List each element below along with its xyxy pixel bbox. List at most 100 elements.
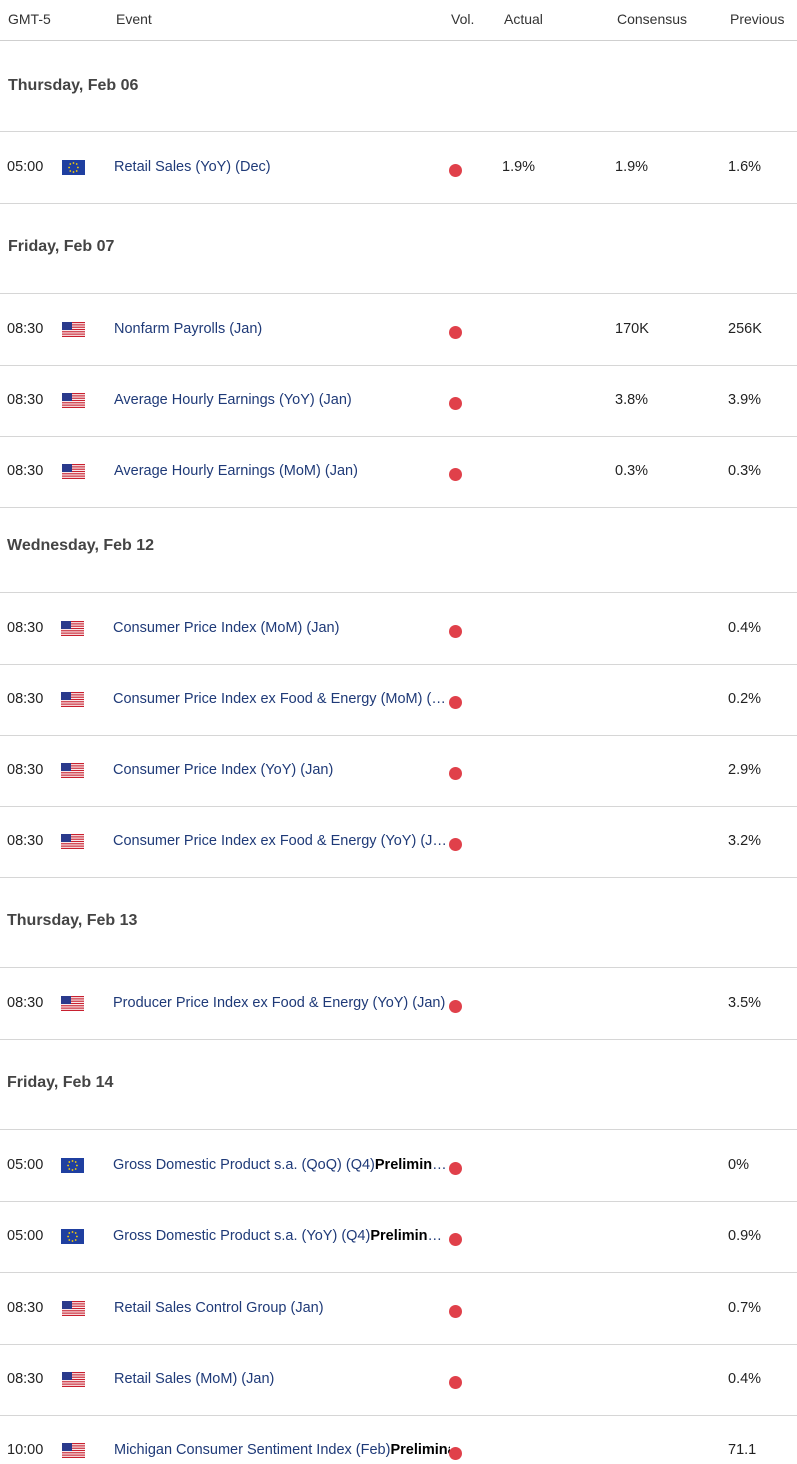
previous-value: 3.2% xyxy=(728,833,762,849)
previous-value: 0.7% xyxy=(728,1300,762,1316)
header-event: Event xyxy=(116,11,152,27)
event-time: 08:30 xyxy=(7,463,44,479)
event-name[interactable]: Consumer Price Index (YoY) (Jan) xyxy=(113,762,334,778)
high-volatility-icon xyxy=(449,397,462,410)
date-label: Thursday, Feb 13 xyxy=(7,912,138,929)
event-row[interactable]: 05:00 Gross Domestic Product s.a. (QoQ) … xyxy=(0,1130,797,1202)
event-time: 05:00 xyxy=(7,159,44,175)
header-actual: Actual xyxy=(504,11,543,27)
us-flag-icon xyxy=(61,763,84,778)
event-name[interactable]: Nonfarm Payrolls (Jan) xyxy=(114,321,263,337)
high-volatility-icon xyxy=(449,1233,462,1246)
event-name[interactable]: Michigan Consumer Sentiment Index (Feb)P… xyxy=(114,1442,450,1458)
event-row[interactable]: 05:00 Gross Domestic Product s.a. (YoY) … xyxy=(0,1201,797,1273)
event-name[interactable]: Consumer Price Index ex Food & Energy (M… xyxy=(113,691,449,707)
event-name[interactable]: Retail Sales (MoM) (Jan) xyxy=(114,1371,275,1387)
event-row[interactable]: 08:30 Consumer Price Index (MoM) (Jan) 0… xyxy=(0,593,797,665)
us-flag-icon xyxy=(61,996,84,1011)
event-name[interactable]: Retail Sales (YoY) (Dec) xyxy=(114,159,271,175)
event-time: 08:30 xyxy=(7,1371,44,1387)
event-row[interactable]: 08:30 Average Hourly Earnings (YoY) (Jan… xyxy=(0,365,797,437)
date-label: Friday, Feb 07 xyxy=(8,238,115,255)
event-row[interactable]: 08:30 Average Hourly Earnings (MoM) (Jan… xyxy=(0,436,797,508)
previous-value: 3.9% xyxy=(728,392,762,408)
eu-flag-icon xyxy=(62,160,85,175)
event-row[interactable]: 08:30 Producer Price Index ex Food & Ene… xyxy=(0,968,797,1040)
event-time: 08:30 xyxy=(7,321,44,337)
previous-value: 3.5% xyxy=(728,995,762,1011)
high-volatility-icon xyxy=(449,838,462,851)
us-flag-icon xyxy=(62,1301,85,1316)
event-time: 10:00 xyxy=(7,1442,44,1458)
header-timezone[interactable]: GMT-5 xyxy=(8,11,51,27)
us-flag-icon xyxy=(61,621,84,636)
event-row[interactable]: 08:30 Retail Sales (MoM) (Jan) 0.4% xyxy=(0,1344,797,1416)
us-flag-icon xyxy=(61,692,84,707)
us-flag-icon xyxy=(62,1372,85,1387)
date-label: Friday, Feb 14 xyxy=(7,1074,114,1091)
event-row[interactable]: 08:30 Consumer Price Index (YoY) (Jan) 2… xyxy=(0,735,797,807)
high-volatility-icon xyxy=(449,326,462,339)
date-row: Friday, Feb 07 xyxy=(0,203,797,294)
event-name[interactable]: Average Hourly Earnings (MoM) (Jan) xyxy=(114,463,358,479)
event-name[interactable]: Average Hourly Earnings (YoY) (Jan) xyxy=(114,392,352,408)
event-name[interactable]: Retail Sales Control Group (Jan) xyxy=(114,1300,324,1316)
high-volatility-icon xyxy=(449,625,462,638)
event-suffix: Preliminary xyxy=(374,1157,449,1173)
previous-value: 2.9% xyxy=(728,762,762,778)
event-time: 08:30 xyxy=(7,1300,44,1316)
event-row[interactable]: 08:30 Retail Sales Control Group (Jan) 0… xyxy=(0,1273,797,1345)
date-label: Wednesday, Feb 12 xyxy=(7,537,155,554)
event-suffix: Preliminary xyxy=(390,1442,450,1458)
consensus-value: 3.8% xyxy=(615,392,649,408)
event-time: 05:00 xyxy=(7,1157,44,1173)
date-row: Wednesday, Feb 12 xyxy=(0,502,797,593)
high-volatility-icon xyxy=(449,767,462,780)
previous-value: 0.3% xyxy=(728,463,762,479)
event-row[interactable]: 08:30 Consumer Price Index ex Food & Ene… xyxy=(0,806,797,878)
high-volatility-icon xyxy=(449,468,462,481)
event-row[interactable]: 10:00 Michigan Consumer Sentiment Index … xyxy=(0,1415,797,1464)
header-previous: Previous xyxy=(730,11,785,27)
eu-flag-icon xyxy=(61,1158,84,1173)
consensus-value: 0.3% xyxy=(615,463,649,479)
us-flag-icon xyxy=(62,464,85,479)
date-row: Thursday, Feb 13 xyxy=(0,877,797,968)
previous-value: 1.6% xyxy=(728,159,762,175)
event-name[interactable]: Producer Price Index ex Food & Energy (Y… xyxy=(113,995,446,1011)
header-vol: Vol. xyxy=(451,11,475,27)
high-volatility-icon xyxy=(449,1447,462,1460)
header-consensus: Consensus xyxy=(617,11,688,27)
event-time: 08:30 xyxy=(7,995,44,1011)
us-flag-icon xyxy=(62,1443,85,1458)
high-volatility-icon xyxy=(449,1162,462,1175)
consensus-value: 1.9% xyxy=(615,159,649,175)
event-time: 08:30 xyxy=(7,833,44,849)
previous-value: 0% xyxy=(728,1157,749,1173)
previous-value: 0.9% xyxy=(728,1228,762,1244)
actual-value: 1.9% xyxy=(502,159,536,175)
consensus-value: 170K xyxy=(615,321,649,337)
event-name[interactable]: Gross Domestic Product s.a. (QoQ) (Q4)Pr… xyxy=(113,1157,449,1173)
event-name[interactable]: Gross Domestic Product s.a. (YoY) (Q4)Pr… xyxy=(113,1228,449,1244)
date-row: Thursday, Feb 06 xyxy=(0,41,797,132)
high-volatility-icon xyxy=(449,1000,462,1013)
date-row: Friday, Feb 14 xyxy=(0,1039,797,1130)
event-name[interactable]: Consumer Price Index (MoM) (Jan) xyxy=(113,620,340,636)
event-row[interactable]: 08:30 Consumer Price Index ex Food & Ene… xyxy=(0,664,797,736)
table-header: GMT-5 Event Vol. Actual Consensus Previo… xyxy=(0,0,797,41)
us-flag-icon xyxy=(62,322,85,337)
event-row[interactable]: 08:30 Nonfarm Payrolls (Jan) 170K 256K xyxy=(0,294,797,366)
high-volatility-icon xyxy=(449,1376,462,1389)
event-row[interactable]: 05:00 Retail Sales (YoY) (Dec) 1.9% 1.9%… xyxy=(0,132,797,204)
eu-flag-icon xyxy=(61,1229,84,1244)
previous-value: 0.4% xyxy=(728,1371,762,1387)
previous-value: 0.4% xyxy=(728,620,762,636)
us-flag-icon xyxy=(61,834,84,849)
date-label: Thursday, Feb 06 xyxy=(8,77,139,94)
us-flag-icon xyxy=(62,393,85,408)
event-time: 08:30 xyxy=(7,762,44,778)
event-suffix: Preliminary xyxy=(370,1228,449,1244)
event-name[interactable]: Consumer Price Index ex Food & Energy (Y… xyxy=(113,833,449,849)
event-time: 05:00 xyxy=(7,1228,44,1244)
